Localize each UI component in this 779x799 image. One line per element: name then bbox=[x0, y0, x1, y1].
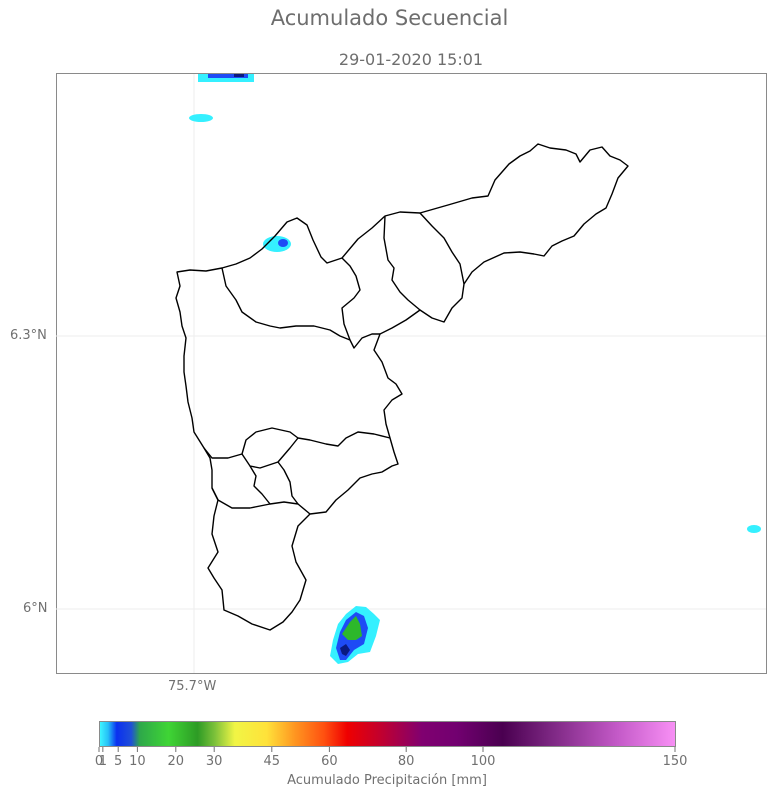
rain-cell-north-dark bbox=[234, 74, 244, 77]
colorbar-tick-label-100: 100 bbox=[470, 754, 496, 769]
colorbar-tick-label-80: 80 bbox=[397, 754, 415, 769]
rain-cell-south bbox=[330, 606, 380, 664]
boundary-internal-3 bbox=[383, 215, 421, 311]
rain-cell-south-green bbox=[342, 616, 362, 640]
rain-cell-south-dark bbox=[340, 644, 350, 656]
rain-cell-north-core bbox=[208, 74, 248, 78]
colorbar-tick-label-20: 20 bbox=[167, 754, 185, 769]
boundary-internal-4 bbox=[419, 212, 465, 285]
map-title: Acumulado Secuencial bbox=[270, 6, 509, 30]
boundary-internal-6 bbox=[241, 437, 299, 469]
rain-cell-northwest bbox=[263, 236, 291, 252]
rain-cell-north bbox=[198, 74, 254, 82]
map-frame bbox=[56, 73, 767, 674]
colorbar-tick-label-1: 1 bbox=[98, 754, 107, 769]
rain-cell-east bbox=[747, 525, 761, 533]
colorbar-tick-label-60: 60 bbox=[321, 754, 338, 769]
lon-label-75.7: 75.7°W bbox=[168, 679, 217, 694]
colorbar-ticks bbox=[98, 747, 676, 752]
colorbar-tick-label-150: 150 bbox=[662, 754, 688, 769]
colorbar-tick-label-5: 5 bbox=[114, 754, 123, 769]
lat-label-6.3: 6.3°N bbox=[10, 328, 47, 343]
colorbar-tick-label-30: 30 bbox=[205, 754, 223, 769]
colorbar-tick-label-45: 45 bbox=[263, 754, 281, 769]
boundary-internal-7 bbox=[211, 487, 311, 515]
lat-label-6: 6°N bbox=[23, 601, 48, 616]
municipal-boundaries bbox=[175, 143, 629, 631]
rain-cell-northwest-core bbox=[278, 239, 288, 247]
boundary-internal-2 bbox=[341, 257, 361, 341]
colorbar bbox=[99, 721, 676, 747]
colorbar-title: Acumulado Precipitación [mm] bbox=[287, 773, 487, 788]
boundary-internal-8 bbox=[249, 465, 271, 505]
boundary-internal-5 bbox=[203, 427, 391, 459]
boundary-internal-1 bbox=[221, 267, 380, 349]
precipitation-cells bbox=[189, 74, 761, 664]
boundary-internal-9 bbox=[277, 461, 299, 505]
gridlines bbox=[56, 74, 766, 673]
map-subtitle: 29-01-2020 15:01 bbox=[338, 50, 484, 69]
colorbar-tick-label-10: 10 bbox=[129, 754, 146, 769]
rain-cell-small-north bbox=[189, 114, 213, 122]
colorbar-tick-label-0: 0 bbox=[94, 754, 104, 769]
